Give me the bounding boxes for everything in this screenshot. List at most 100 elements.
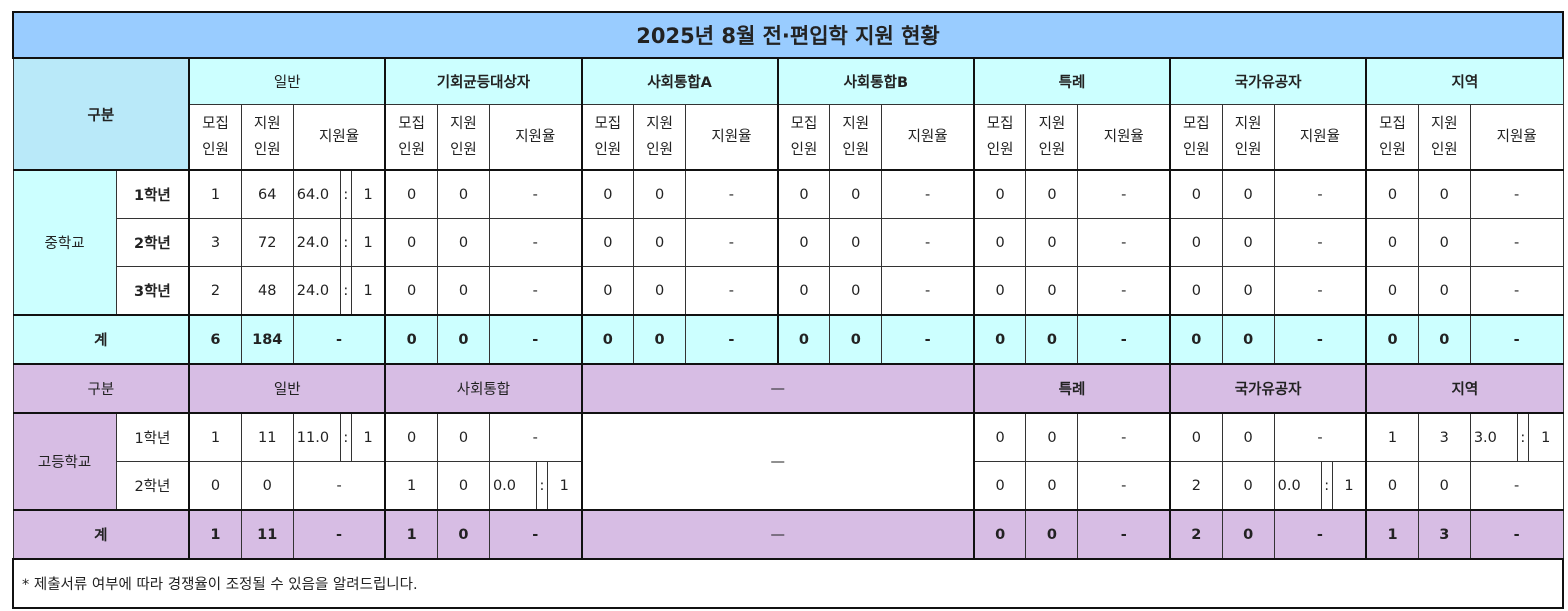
ratio-value: 0.0: [1273, 461, 1322, 511]
recruit-count: 0: [776, 314, 831, 365]
ratio-header: 지원율: [292, 104, 386, 171]
ratio-base: 1: [1527, 412, 1564, 462]
ratio-value: -: [1077, 412, 1171, 462]
applicant-count: 11: [240, 509, 294, 560]
school-label: 중학교: [12, 169, 117, 316]
ratio-value: -: [488, 314, 583, 365]
applicant-count: 0: [1025, 461, 1079, 511]
recruit-header: 모집 인원: [188, 104, 242, 171]
applicant-count: 0: [829, 314, 883, 365]
applicant-count: 0: [1025, 266, 1079, 316]
applicant-count: 0: [1221, 461, 1275, 511]
recruit-count: 1: [1365, 412, 1419, 462]
group-header: 사회통합B: [776, 57, 975, 105]
table-row: 2학년 3 72 24.0:1 0 0-0 0-0 0-0 0-0 0-0 0-: [13, 218, 1564, 267]
applicant-count: 0: [1221, 314, 1275, 365]
ratio-value: -: [685, 169, 779, 219]
recruit-count: 0: [972, 218, 1027, 267]
recruit-count: 0: [972, 509, 1027, 560]
applicant-count: 0: [1025, 412, 1079, 462]
ratio-header: 지원율: [1077, 104, 1171, 171]
recruit-count: 0: [580, 266, 635, 316]
applicant-count: 0: [240, 461, 294, 511]
table-row: 2학년 0 0-1 0 0.0:1 0 0-2 0 0.0:1 0 0-: [13, 461, 1564, 511]
ratio-value: -: [488, 509, 583, 560]
applicant-count: 0: [1221, 218, 1275, 267]
recruit-count: 0: [1169, 266, 1223, 316]
table-row: 고등학교 1학년 1 11 11.0:1 0 0- —0 0-0 0-1 3 3.0:1: [12, 412, 1564, 511]
ratio-base: 1: [1331, 461, 1367, 511]
recruit-header: 모집 인원: [580, 104, 635, 171]
category-header: 구분: [12, 363, 190, 414]
recruit-count: 0: [384, 314, 438, 365]
recruit-count: 0: [580, 314, 635, 365]
recruit-count: 1: [384, 461, 438, 511]
applicant-count: 0: [633, 169, 687, 219]
group-header: 사회통합: [384, 363, 583, 414]
applicant-count: 0: [1025, 169, 1079, 219]
applicant-count: 0: [1221, 266, 1275, 316]
table-row: 2025년 8월 전·편입학 지원 현황: [12, 11, 1564, 59]
recruit-header: 모집 인원: [776, 104, 831, 171]
recruit-count: 0: [580, 169, 635, 219]
recruit-count: 1: [1365, 509, 1419, 560]
table-row: 계 6 184-0 0-0 0-0 0-0 0-0 0-0 0-: [12, 314, 1564, 365]
recruit-count: 0: [384, 218, 438, 267]
footnote: * 제출서류 여부에 따라 경쟁율이 조정될 수 있음을 알려드립니다.: [12, 558, 1564, 609]
recruit-header: 모집 인원: [384, 104, 438, 171]
ratio-value: -: [881, 218, 975, 267]
recruit-count: 0: [384, 412, 438, 462]
ratio-value: -: [1077, 169, 1171, 219]
ratio-value: 64.0: [292, 169, 341, 219]
ratio-value: -: [1273, 314, 1367, 365]
applicant-count: 0: [436, 509, 490, 560]
ratio-header: 지원율: [1273, 104, 1367, 171]
ratio-value: 0.0: [488, 461, 538, 511]
recruit-count: 0: [1365, 218, 1419, 267]
ratio-value: -: [1077, 218, 1171, 267]
recruit-count: 0: [972, 266, 1027, 316]
ratio-value: -: [488, 266, 583, 316]
applicant-count: 0: [1025, 314, 1079, 365]
recruit-count: 0: [1365, 461, 1419, 511]
applicant-count: 48: [240, 266, 294, 316]
applicant-count: 0: [829, 169, 883, 219]
recruit-count: 0: [972, 412, 1027, 462]
applicant-count: 0: [1417, 169, 1471, 219]
applicant-count: 0: [436, 266, 490, 316]
group-header: 특례: [972, 363, 1171, 414]
group-header: 사회통합A: [580, 57, 779, 105]
recruit-header: 모집 인원: [972, 104, 1027, 171]
applicant-count: 0: [1025, 218, 1079, 267]
ratio-value: -: [1273, 509, 1367, 560]
ratio-separator: :: [339, 218, 352, 267]
applicant-count: 0: [436, 461, 490, 511]
ratio-value: -: [1273, 169, 1367, 219]
table-row: 구분 일반 기회균등대상자 사회통합A 사회통합B 특례 국가유공자 지역: [12, 57, 1564, 171]
recruit-count: 1: [188, 169, 242, 219]
ratio-value: -: [1273, 412, 1367, 462]
ratio-value: -: [1469, 314, 1564, 365]
ratio-base: 1: [350, 412, 386, 462]
empty-mark: —: [580, 412, 975, 511]
applicant-count: 0: [1221, 509, 1275, 560]
recruit-count: 0: [776, 218, 831, 267]
recruit-count: 2: [1169, 461, 1223, 511]
table-row: 중학교 1학년 1 64 64.0:1 0 0-0 0-0 0-0 0-0 0-0 0-: [12, 169, 1564, 316]
page-title: 2025년 8월 전·편입학 지원 현황: [12, 11, 1564, 59]
total-label: 계: [12, 314, 190, 365]
ratio-value: -: [1469, 461, 1564, 511]
ratio-value: -: [1077, 266, 1171, 316]
ratio-separator: :: [536, 461, 548, 511]
school-label: 고등학교: [12, 412, 117, 511]
total-label: 계: [12, 509, 190, 560]
grade-label: 2학년: [115, 218, 190, 267]
applicant-count: 0: [633, 218, 687, 267]
ratio-header: 지원율: [1469, 104, 1564, 171]
group-header: 지역: [1365, 57, 1564, 105]
applicant-count: 184: [240, 314, 294, 365]
recruit-count: 2: [1169, 509, 1223, 560]
recruit-count: 3: [188, 218, 242, 267]
category-header: 구분: [12, 57, 190, 171]
ratio-separator: :: [1516, 412, 1529, 462]
